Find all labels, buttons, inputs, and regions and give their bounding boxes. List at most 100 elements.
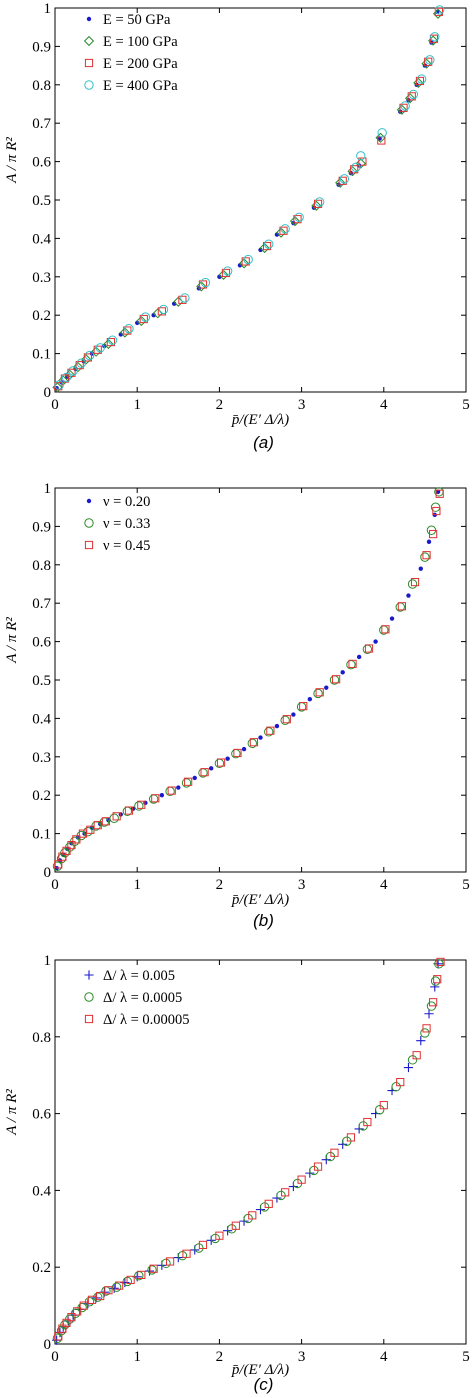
y-tick-label: 0 bbox=[44, 385, 52, 401]
data-point bbox=[410, 577, 420, 587]
series-4 bbox=[54, 5, 445, 390]
data-point bbox=[192, 775, 197, 781]
legend-label: ν = 0.20 bbox=[103, 494, 150, 510]
data-point bbox=[54, 860, 63, 869]
data-point bbox=[363, 1117, 372, 1127]
data-point bbox=[351, 162, 361, 173]
legend: E = 50 GPa E = 100 GPa E = 200 GPa E = 400 … bbox=[83, 12, 178, 94]
data-point bbox=[124, 323, 134, 334]
y-tick-label: 1 bbox=[44, 1, 52, 17]
data-point bbox=[429, 529, 438, 539]
data-point bbox=[90, 346, 102, 357]
data-point bbox=[403, 1062, 414, 1073]
data-point bbox=[336, 182, 341, 187]
data-point bbox=[67, 1313, 76, 1322]
data-point bbox=[58, 1324, 67, 1333]
data-point bbox=[347, 166, 358, 177]
x-tick-label: 5 bbox=[462, 397, 470, 413]
data-point bbox=[167, 786, 176, 795]
data-point bbox=[62, 846, 71, 855]
data-point bbox=[139, 314, 148, 324]
data-point bbox=[107, 335, 118, 345]
data-point bbox=[151, 794, 160, 803]
legend-marker bbox=[84, 1014, 94, 1024]
x-tick-label: 0 bbox=[51, 877, 59, 893]
data-point bbox=[259, 1202, 270, 1212]
legend-label: ν = 0.45 bbox=[103, 538, 150, 554]
data-point bbox=[225, 756, 230, 761]
data-point bbox=[396, 1078, 405, 1087]
data-point bbox=[435, 489, 441, 495]
data-point bbox=[281, 1188, 290, 1197]
y-tick-label: 0.6 bbox=[32, 635, 51, 651]
legend-marker bbox=[84, 518, 94, 528]
y-tick-label: 0.6 bbox=[32, 1107, 51, 1123]
chart-panel-1: 0 1 2 3 4 5 0 0.1 0.2 0.3 0.4 0.5 0.6 0.7 0.8 0.9 1 p̄/(E… bbox=[4, 1, 470, 452]
data-point bbox=[58, 852, 67, 861]
data-point bbox=[208, 766, 214, 771]
data-point bbox=[147, 1265, 157, 1275]
data-point bbox=[137, 800, 146, 809]
data-point bbox=[434, 7, 443, 16]
data-point bbox=[248, 1211, 257, 1220]
data-point bbox=[313, 199, 323, 208]
data-point bbox=[231, 1221, 240, 1230]
data-point bbox=[262, 241, 272, 251]
data-point bbox=[136, 315, 147, 327]
data-point bbox=[210, 1233, 220, 1244]
legend-marker bbox=[83, 35, 95, 47]
data-point bbox=[54, 380, 64, 390]
panel-caption: (c) bbox=[254, 1375, 274, 1394]
data-point bbox=[194, 1243, 204, 1253]
data-point bbox=[112, 812, 121, 821]
data-point bbox=[279, 226, 288, 235]
y-tick-label: 0.2 bbox=[32, 308, 51, 324]
data-point bbox=[282, 715, 291, 724]
data-point bbox=[249, 738, 259, 747]
data-point bbox=[62, 1318, 71, 1327]
data-point bbox=[161, 1258, 171, 1269]
data-point bbox=[227, 1224, 237, 1234]
data-point bbox=[364, 644, 374, 653]
data-point bbox=[178, 295, 187, 304]
data-point bbox=[429, 998, 438, 1007]
data-point bbox=[159, 793, 165, 798]
x-tick-label: 1 bbox=[133, 1349, 141, 1365]
data-point bbox=[104, 1286, 113, 1295]
x-tick-label: 4 bbox=[380, 1349, 388, 1365]
data-point bbox=[198, 280, 208, 289]
data-point bbox=[415, 76, 425, 86]
data-point bbox=[381, 625, 390, 634]
data-point bbox=[196, 281, 207, 292]
legend-marker bbox=[84, 80, 94, 90]
data-point bbox=[356, 151, 366, 161]
x-tick-label: 0 bbox=[51, 1349, 59, 1365]
legend-label: E = 100 GPa bbox=[103, 34, 178, 50]
data-point bbox=[177, 1250, 188, 1261]
data-point bbox=[238, 258, 250, 269]
y-tick-label: 0.4 bbox=[32, 1183, 51, 1199]
data-point bbox=[407, 92, 416, 101]
data-point bbox=[420, 552, 430, 562]
y-tick-label: 0.1 bbox=[32, 827, 51, 843]
data-point bbox=[422, 551, 431, 560]
data-point bbox=[144, 1266, 155, 1276]
data-point bbox=[430, 982, 440, 992]
data-point bbox=[123, 326, 132, 335]
data-point bbox=[218, 269, 229, 280]
y-tick-label: 0.4 bbox=[32, 711, 51, 727]
data-point bbox=[165, 1257, 175, 1266]
legend-label: ν = 0.33 bbox=[103, 516, 150, 532]
data-point bbox=[375, 132, 386, 143]
x-tick-label: 1 bbox=[133, 397, 141, 413]
data-point bbox=[433, 975, 442, 984]
data-point bbox=[346, 1133, 356, 1142]
data-point bbox=[280, 224, 290, 234]
x-tick-label: 4 bbox=[380, 397, 388, 413]
data-point bbox=[103, 338, 114, 350]
data-point bbox=[434, 959, 444, 969]
y-tick-label: 0.9 bbox=[32, 39, 51, 55]
panel-caption: (a) bbox=[253, 433, 274, 452]
data-point bbox=[115, 1281, 124, 1290]
legend-marker bbox=[84, 992, 94, 1002]
